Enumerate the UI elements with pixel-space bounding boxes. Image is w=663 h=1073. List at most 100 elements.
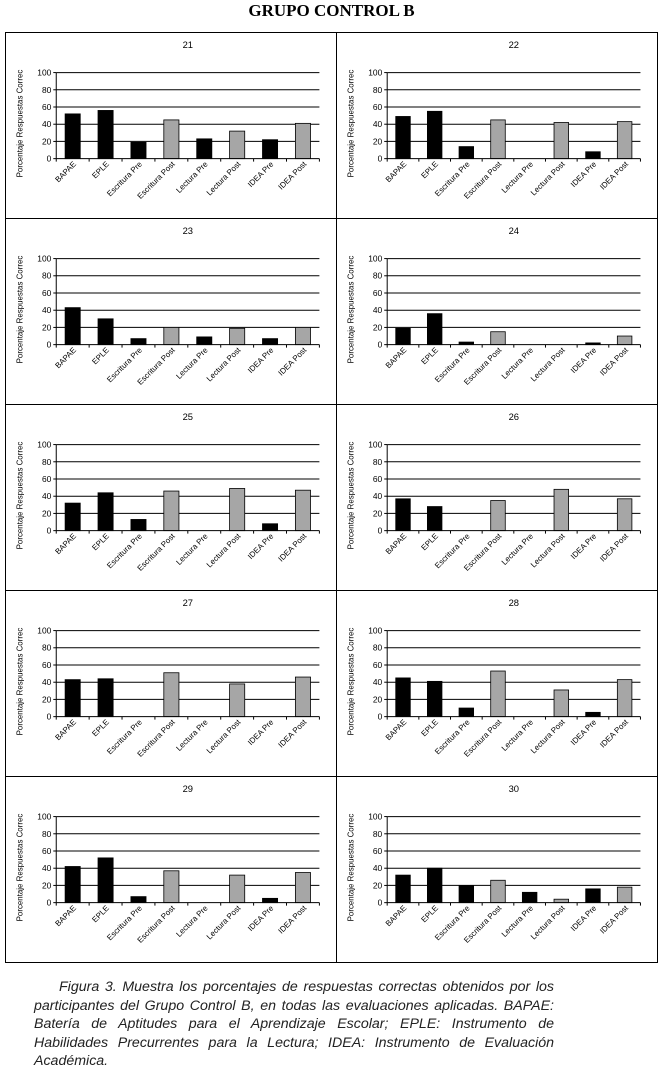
chart-panel-25: 25 Porcentaje Respuestas Correc 0 20 40 60 80 1… bbox=[5, 404, 337, 591]
x-tick-label: BAPAE bbox=[384, 532, 409, 557]
y-tick-label: 60 bbox=[42, 474, 52, 484]
chart-title: 26 bbox=[509, 411, 519, 422]
x-tick-label: Lectura Post bbox=[529, 531, 567, 569]
x-tick-label: BAPAE bbox=[384, 346, 409, 371]
y-axis-label: Porcentaje Respuestas Correc bbox=[347, 70, 356, 178]
y-tick-label: 100 bbox=[368, 440, 382, 450]
x-tick-label: BAPAE bbox=[384, 160, 409, 185]
y-tick-label: 60 bbox=[373, 102, 383, 112]
y-tick-label: 60 bbox=[42, 660, 52, 670]
y-tick-label: 40 bbox=[42, 863, 52, 873]
bar-lectura-post bbox=[229, 683, 246, 718]
y-tick-label: 20 bbox=[373, 880, 383, 890]
x-tick-label: BAPAE bbox=[53, 346, 78, 371]
x-tick-label: EPLE bbox=[419, 904, 440, 925]
bar-escritura-pre bbox=[130, 519, 147, 532]
bar-escritura-pre bbox=[130, 896, 147, 904]
y-tick-label: 0 bbox=[378, 340, 383, 350]
chart-panel-28: 28 Porcentaje Respuestas Correc 0 20 40 60 80 1… bbox=[336, 590, 658, 777]
y-tick-label: 40 bbox=[42, 305, 52, 315]
x-tick-label: IDEA Post bbox=[598, 531, 630, 563]
bar-idea-post bbox=[294, 122, 311, 160]
bar-escritura-pre bbox=[130, 338, 147, 346]
y-tick-label: 60 bbox=[42, 846, 52, 856]
y-tick-label: 100 bbox=[37, 440, 51, 450]
y-tick-label: 100 bbox=[368, 68, 382, 78]
x-tick-label: IDEA Post bbox=[276, 903, 308, 935]
bar-idea-pre bbox=[585, 888, 601, 904]
x-tick-label: Lectura Post bbox=[205, 903, 243, 941]
x-tick-label: IDEA Pre bbox=[569, 345, 599, 375]
x-tick-label: EPLE bbox=[90, 904, 111, 925]
chart-svg-28: 28 Porcentaje Respuestas Correc 0 20 40 60 80 1… bbox=[347, 597, 641, 759]
x-tick-label: EPLE bbox=[419, 160, 440, 181]
bar-bapae bbox=[395, 327, 411, 346]
y-tick-label: 60 bbox=[373, 474, 383, 484]
x-tick-label: IDEA Pre bbox=[569, 531, 599, 561]
chart-panel-24: 24 Porcentaje Respuestas Correc 0 20 40 60 80 1… bbox=[336, 218, 658, 405]
y-tick-label: 80 bbox=[373, 457, 383, 467]
y-tick-label: 0 bbox=[47, 526, 52, 536]
y-tick-label: 0 bbox=[378, 154, 383, 164]
bar-escritura-post bbox=[490, 670, 506, 718]
y-axis-label: Porcentaje Respuestas Correc bbox=[16, 628, 25, 736]
x-tick-label: Lectura Post bbox=[529, 717, 567, 755]
bar-eple bbox=[97, 318, 114, 346]
y-tick-label: 0 bbox=[47, 154, 52, 164]
y-axis-label: Porcentaje Respuestas Correc bbox=[347, 814, 356, 922]
x-tick-label: IDEA Pre bbox=[246, 345, 276, 375]
bar-idea-post bbox=[294, 327, 311, 346]
y-tick-label: 100 bbox=[37, 68, 51, 78]
y-tick-label: 20 bbox=[42, 322, 52, 332]
bar-bapae bbox=[64, 679, 81, 718]
chart-panel-26: 26 Porcentaje Respuestas Correc 0 20 40 60 80 1… bbox=[336, 404, 658, 591]
y-tick-label: 100 bbox=[368, 254, 382, 264]
x-tick-label: IDEA Post bbox=[276, 159, 308, 191]
bar-escritura-pre bbox=[130, 141, 147, 160]
page-title: GRUPO CONTROL B bbox=[248, 1, 415, 20]
chart-title: 24 bbox=[509, 225, 519, 236]
x-tick-label: IDEA Post bbox=[598, 345, 630, 377]
bar-bapae bbox=[395, 677, 411, 718]
bar-idea-post bbox=[294, 872, 311, 904]
x-tick-label: BAPAE bbox=[384, 904, 409, 929]
x-tick-label: EPLE bbox=[90, 346, 111, 367]
x-tick-label: IDEA Pre bbox=[246, 717, 276, 747]
bar-escritura-post bbox=[163, 490, 180, 532]
y-tick-label: 20 bbox=[42, 136, 52, 146]
y-tick-label: 80 bbox=[373, 85, 383, 95]
chart-title: 21 bbox=[183, 39, 193, 50]
y-tick-label: 60 bbox=[42, 102, 52, 112]
bar-eple bbox=[426, 313, 443, 346]
bar-lectura-post bbox=[229, 327, 246, 346]
y-axis-label: Porcentaje Respuestas Correc bbox=[347, 628, 356, 736]
x-tick-label: IDEA Post bbox=[598, 717, 630, 749]
y-tick-label: 20 bbox=[42, 880, 52, 890]
bar-idea-pre bbox=[262, 139, 279, 160]
bar-escritura-pre bbox=[458, 707, 475, 718]
y-tick-label: 60 bbox=[42, 288, 52, 298]
x-tick-label: IDEA Pre bbox=[569, 903, 599, 933]
y-tick-label: 100 bbox=[37, 626, 51, 636]
bar-bapae bbox=[64, 113, 81, 160]
chart-svg-25: 25 Porcentaje Respuestas Correc 0 20 40 60 80 1… bbox=[16, 411, 320, 573]
y-tick-label: 40 bbox=[373, 119, 383, 129]
chart-svg-26: 26 Porcentaje Respuestas Correc 0 20 40 60 80 1… bbox=[347, 411, 641, 573]
figure-caption: Figura 3. Muestra los porcentajes de res… bbox=[34, 979, 554, 1069]
bar-escritura-post bbox=[490, 500, 506, 532]
y-axis-label: Porcentaje Respuestas Correc bbox=[16, 442, 25, 550]
bar-idea-pre bbox=[262, 897, 279, 904]
x-tick-label: Lectura Post bbox=[529, 345, 567, 383]
chart-panel-23: 23 Porcentaje Respuestas Correc 0 20 40 60 80 1… bbox=[5, 218, 337, 405]
chart-svg-30: 30 Porcentaje Respuestas Correc 0 20 40 60 80 1… bbox=[347, 783, 641, 945]
x-tick-label: Lectura Post bbox=[529, 159, 567, 197]
bar-bapae bbox=[64, 307, 81, 346]
y-tick-label: 40 bbox=[373, 491, 383, 501]
chart-svg-23: 23 Porcentaje Respuestas Correc 0 20 40 60 80 1… bbox=[16, 225, 320, 387]
bar-idea-post bbox=[616, 335, 633, 346]
y-tick-label: 100 bbox=[37, 254, 51, 264]
bar-eple bbox=[97, 110, 114, 160]
y-tick-label: 80 bbox=[42, 643, 52, 653]
bar-idea-post bbox=[294, 676, 311, 718]
y-tick-label: 40 bbox=[42, 491, 52, 501]
